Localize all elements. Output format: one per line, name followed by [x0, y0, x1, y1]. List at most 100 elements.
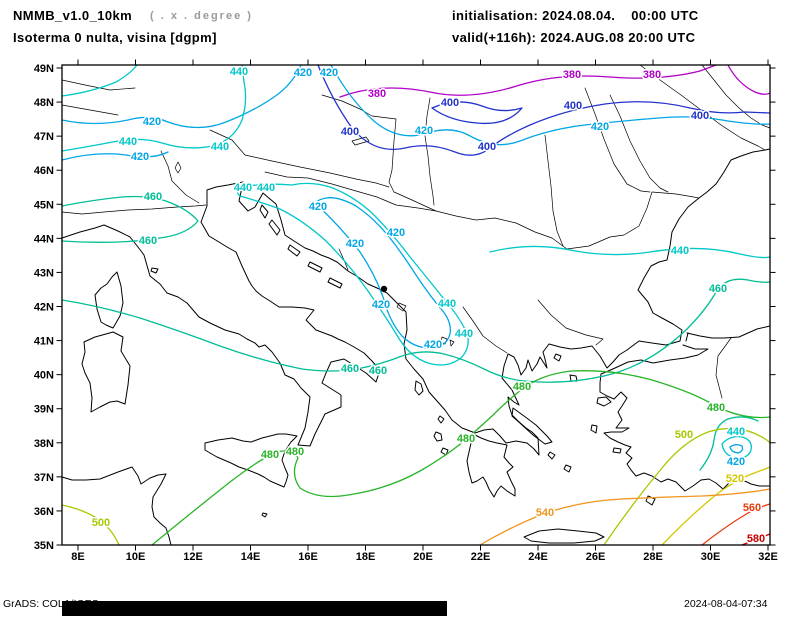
coastline	[685, 332, 689, 342]
coastline	[563, 464, 572, 473]
map-frame	[61, 64, 771, 546]
contour-label-520: 520	[726, 473, 744, 485]
river	[160, 150, 200, 204]
degree-note: ( . x . degree )	[150, 10, 253, 22]
river	[61, 204, 207, 215]
contour-label-380: 380	[368, 88, 386, 100]
contour-line-500	[61, 504, 120, 546]
lon-label: 20E	[413, 551, 433, 563]
coastline	[523, 528, 605, 544]
contour-line-400	[431, 101, 523, 125]
creation-timestamp: 2024-08-04-07:34	[684, 598, 768, 610]
coastline	[433, 431, 443, 442]
river	[174, 161, 182, 174]
contour-label-560: 560	[743, 502, 761, 514]
bottom-black-bar	[62, 601, 447, 616]
coastline	[261, 512, 268, 518]
contour-label-440: 440	[455, 328, 473, 340]
lon-label: 10E	[126, 551, 146, 563]
coastline	[590, 424, 598, 434]
river	[61, 104, 119, 116]
lon-label: 26E	[586, 551, 606, 563]
river	[440, 336, 448, 345]
contour-label-420: 420	[294, 67, 312, 79]
contour-label-480: 480	[457, 433, 475, 445]
contour-label-500: 500	[92, 517, 110, 529]
station-marker	[380, 285, 388, 293]
contour-line-420	[315, 197, 451, 349]
contour-label-480: 480	[707, 402, 725, 414]
lat-label: 42N	[34, 301, 54, 313]
contour-label-460: 460	[709, 283, 727, 295]
contour-line-440	[721, 436, 752, 459]
contour-line-420	[61, 151, 169, 161]
lon-label: 18E	[356, 551, 376, 563]
contour-line-420	[330, 64, 771, 146]
lon-label: 16E	[298, 551, 318, 563]
contour-line-420	[61, 64, 302, 129]
contour-label-420: 420	[346, 238, 364, 250]
river	[244, 154, 390, 188]
initialisation-time: initialisation: 2024.08.04. 00:00 UTC	[452, 8, 699, 23]
page-title: Isoterma 0 nulta, visina [dgpm]	[13, 30, 217, 45]
coastline	[612, 447, 622, 454]
contour-label-420: 420	[727, 456, 745, 468]
contour-label-480: 480	[286, 446, 304, 458]
coastline	[204, 433, 298, 488]
coastline	[599, 344, 771, 492]
river	[609, 94, 669, 193]
river	[584, 87, 651, 193]
contour-label-420: 420	[424, 339, 442, 351]
coastline	[61, 148, 771, 456]
contour-line-440	[489, 245, 771, 259]
contour-label-460: 460	[369, 365, 387, 377]
lon-label: 30E	[701, 551, 721, 563]
contour-label-400: 400	[564, 100, 582, 112]
contour-label-460: 460	[139, 235, 157, 247]
contour-label-480: 480	[513, 381, 531, 393]
coastline	[268, 219, 281, 236]
contour-label-400: 400	[341, 126, 359, 138]
contour-label-440: 440	[230, 66, 248, 78]
contour-label-460: 460	[341, 363, 359, 375]
contour-label-380: 380	[643, 69, 661, 81]
contour-label-440: 440	[211, 141, 229, 153]
contour-label-540: 540	[536, 507, 554, 519]
contour-label-420: 420	[143, 116, 161, 128]
contour-line-460	[61, 195, 199, 243]
coastline	[414, 380, 424, 396]
lat-label: 48N	[34, 97, 54, 109]
coastline	[327, 277, 343, 289]
contour-label-420: 420	[372, 299, 390, 311]
lat-label: 35N	[34, 540, 54, 552]
contour-line-420	[729, 444, 744, 454]
contour-label-420: 420	[415, 125, 433, 137]
contour-label-420: 420	[320, 67, 338, 79]
contour-line-440	[61, 64, 247, 152]
contour-line-580	[741, 533, 771, 546]
contour-label-580: 580	[747, 533, 765, 545]
river	[396, 302, 407, 312]
contour-line-520	[661, 466, 771, 546]
contour-label-400: 400	[691, 110, 709, 122]
contour-line-480	[151, 370, 771, 546]
lon-label: 22E	[471, 551, 491, 563]
coastline	[553, 353, 562, 362]
river	[61, 79, 136, 91]
contour-label-400: 400	[478, 141, 496, 153]
lat-label: 44N	[34, 233, 54, 245]
river	[449, 339, 455, 347]
coastline	[511, 407, 553, 445]
lat-label: 41N	[34, 336, 54, 348]
contour-label-440: 440	[119, 136, 137, 148]
lat-label: 47N	[34, 131, 54, 143]
coastline	[81, 331, 131, 413]
contour-line-380	[727, 64, 771, 95]
contour-line-460	[699, 416, 759, 471]
contour-line-380	[339, 64, 717, 98]
coastline	[437, 415, 445, 424]
contour-label-440: 440	[257, 182, 275, 194]
lat-label: 49N	[34, 63, 54, 75]
lon-label: 24E	[528, 551, 548, 563]
